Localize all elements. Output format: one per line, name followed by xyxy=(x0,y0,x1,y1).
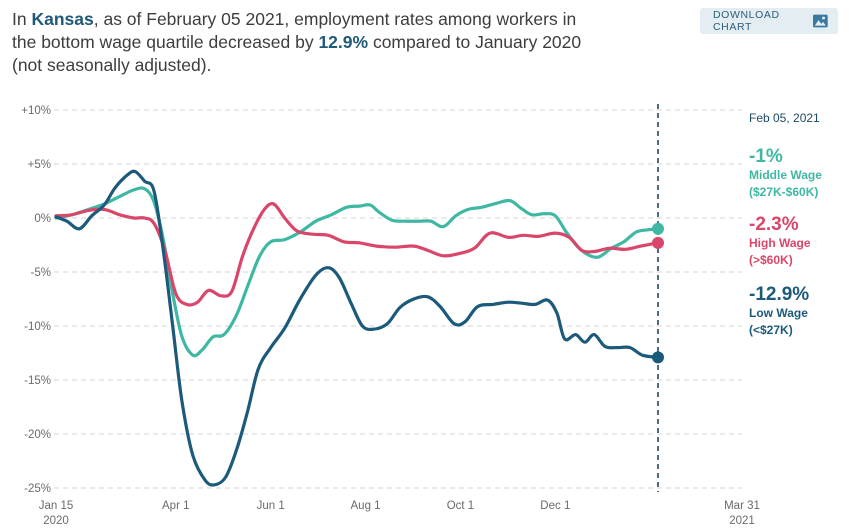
labels-layer: Feb 05, 2021 -1%Middle Wage ($27K-$60K) -2.… xyxy=(749,111,822,337)
download-chart-button[interactable]: DOWNLOAD CHART xyxy=(700,8,838,34)
y-tick-label: +5% xyxy=(28,159,51,171)
x-tick-label: Oct 1 xyxy=(447,500,474,512)
x-tick-label: Jan 15 xyxy=(39,500,74,512)
series-endpoint-middle xyxy=(652,222,664,235)
series-range-middle: ($27K-$60K) xyxy=(749,185,818,199)
headline-percent: 12.9% xyxy=(318,32,369,52)
headline-suffix: compared to January 2020 (not seasonally… xyxy=(12,32,582,75)
y-tick-label: -25% xyxy=(24,483,51,495)
headline-middle: , as of February 05 2021, employment rat… xyxy=(12,9,577,52)
lines-layer xyxy=(54,104,664,492)
y-tick-label: -10% xyxy=(24,321,51,333)
x-tick-label: Aug 1 xyxy=(351,500,381,512)
series-name-low: Low Wage xyxy=(749,306,808,320)
x-tick-sublabel: 2021 xyxy=(729,515,755,527)
series-name-high: High Wage xyxy=(749,236,811,250)
y-tick-label: +10% xyxy=(21,105,51,117)
headline-state: Kansas xyxy=(31,9,94,29)
series-range-high: (>$60K) xyxy=(749,253,793,267)
x-tick-label: Dec 1 xyxy=(540,500,570,512)
image-icon xyxy=(813,14,828,28)
y-tick-label: -15% xyxy=(24,375,51,387)
series-endpoint-low xyxy=(652,351,664,364)
series-value-middle: -1% xyxy=(749,146,783,167)
series-endpoint-high xyxy=(652,236,664,249)
series-line-high xyxy=(54,202,660,307)
headline-prefix: In xyxy=(12,9,32,29)
series-value-high: -2.3% xyxy=(749,214,799,235)
series-value-low: -12.9% xyxy=(749,284,809,305)
series-range-low: (<$27K) xyxy=(749,323,793,337)
y-tick-label: -5% xyxy=(31,267,51,279)
x-tick-label: Mar 31 xyxy=(724,500,760,512)
x-tick-label: Apr 1 xyxy=(162,500,190,512)
grid-layer: +10% +5% 0% -5% -10% -15% -20% -25% Jan 15 2020 Ap… xyxy=(21,105,760,527)
x-tick-label: Jun 1 xyxy=(257,500,285,512)
series-name-middle: Middle Wage xyxy=(749,168,822,182)
headline: In Kansas, as of February 05 2021, emplo… xyxy=(12,8,592,77)
series-line-low xyxy=(54,169,660,487)
y-tick-label: 0% xyxy=(34,213,51,225)
download-chart-label: DOWNLOAD CHART xyxy=(713,9,780,33)
marker-date-label: Feb 05, 2021 xyxy=(749,111,820,125)
y-tick-label: -20% xyxy=(24,429,51,441)
x-tick-sublabel: 2020 xyxy=(43,515,69,527)
